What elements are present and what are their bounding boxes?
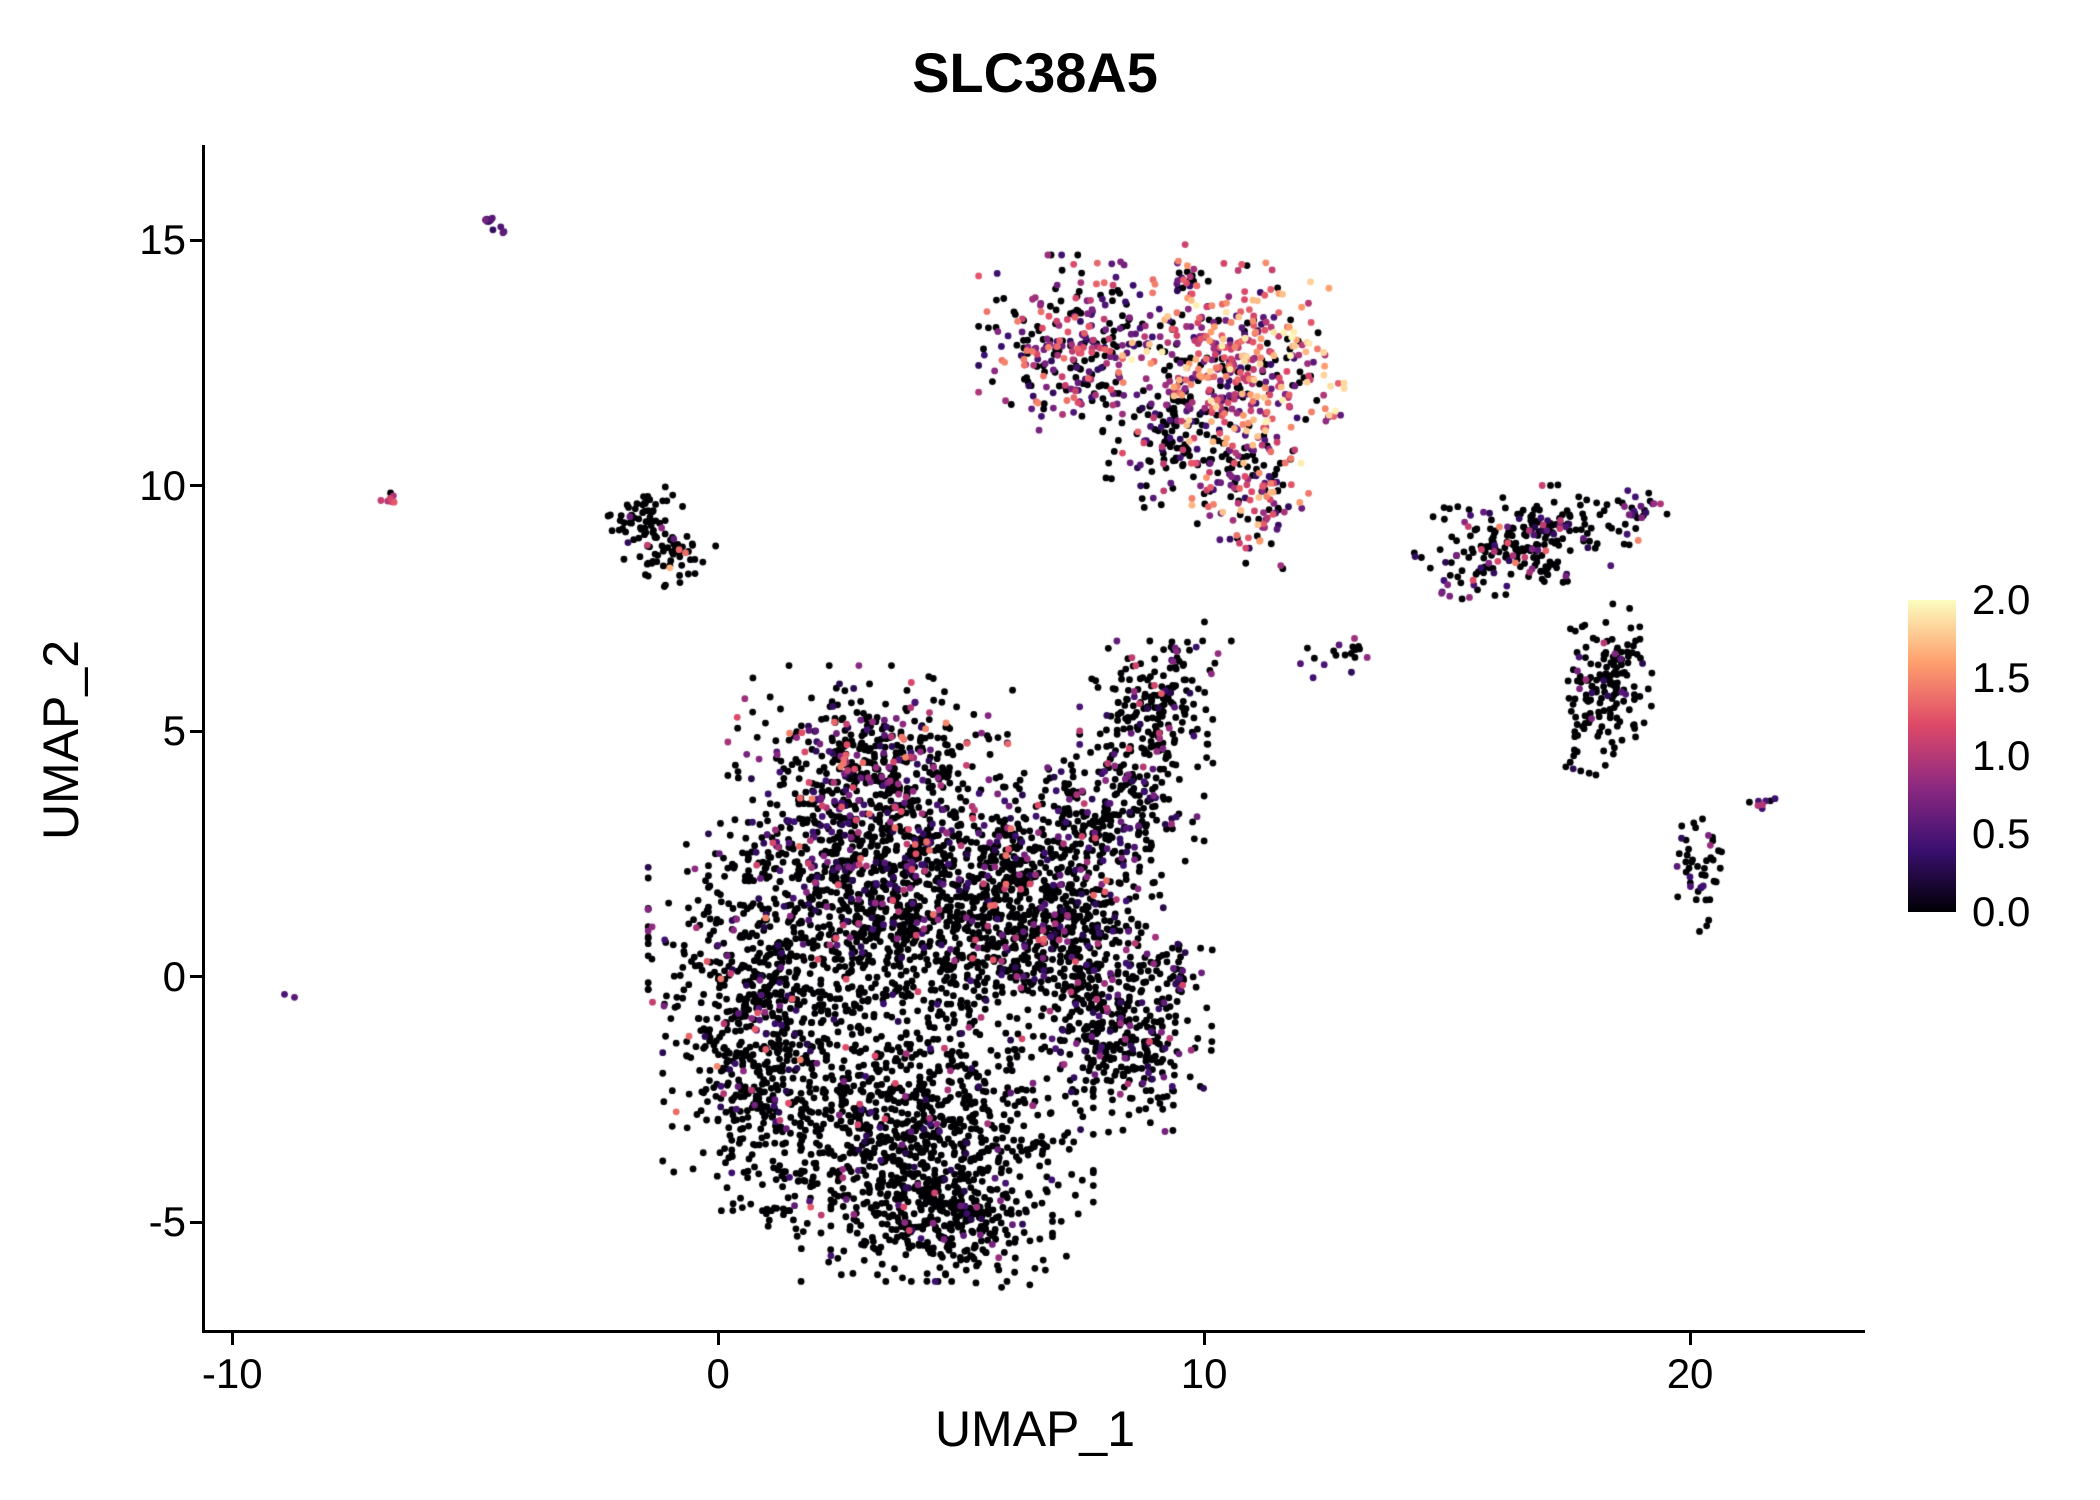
- y-tick-label: 5: [162, 707, 186, 755]
- x-tick-mark: [716, 1333, 720, 1345]
- x-axis-line: [202, 1330, 1865, 1333]
- x-tick-mark: [230, 1333, 234, 1345]
- colorbar-tick-label: 2.0: [1972, 576, 2031, 623]
- x-tick-label: 0: [706, 1350, 730, 1397]
- colorbar-tick-label: 1.0: [1972, 732, 2031, 779]
- y-tick-label: -5: [148, 1198, 186, 1246]
- y-tick-mark: [190, 729, 202, 733]
- colorbar-tick-label: 0.5: [1972, 810, 2031, 857]
- colorbar-tick-label: 1.5: [1972, 654, 2031, 701]
- y-axis-line: [202, 145, 205, 1333]
- y-axis-title: UMAP_2: [33, 639, 89, 841]
- colorbar-gradient: [1908, 600, 1956, 912]
- x-axis-title: UMAP_1: [934, 1401, 1136, 1457]
- x-tick-mark: [1688, 1333, 1692, 1345]
- x-tick-label: 10: [1180, 1350, 1228, 1397]
- y-tick-mark: [190, 975, 202, 979]
- scatter-points-canvas: [205, 145, 1865, 1330]
- colorbar-tick-label: 0.0: [1972, 888, 2031, 935]
- x-tick-mark: [1202, 1333, 1206, 1345]
- y-tick-mark: [190, 238, 202, 242]
- x-tick-label: -10: [201, 1350, 263, 1397]
- x-tick-label: 20: [1666, 1350, 1714, 1397]
- plot-title: SLC38A5: [912, 41, 1158, 104]
- y-tick-label: 0: [162, 952, 186, 1000]
- y-tick-label: 15: [139, 216, 186, 264]
- y-tick-mark: [190, 1220, 202, 1224]
- y-tick-mark: [190, 484, 202, 488]
- y-tick-label: 10: [139, 461, 186, 509]
